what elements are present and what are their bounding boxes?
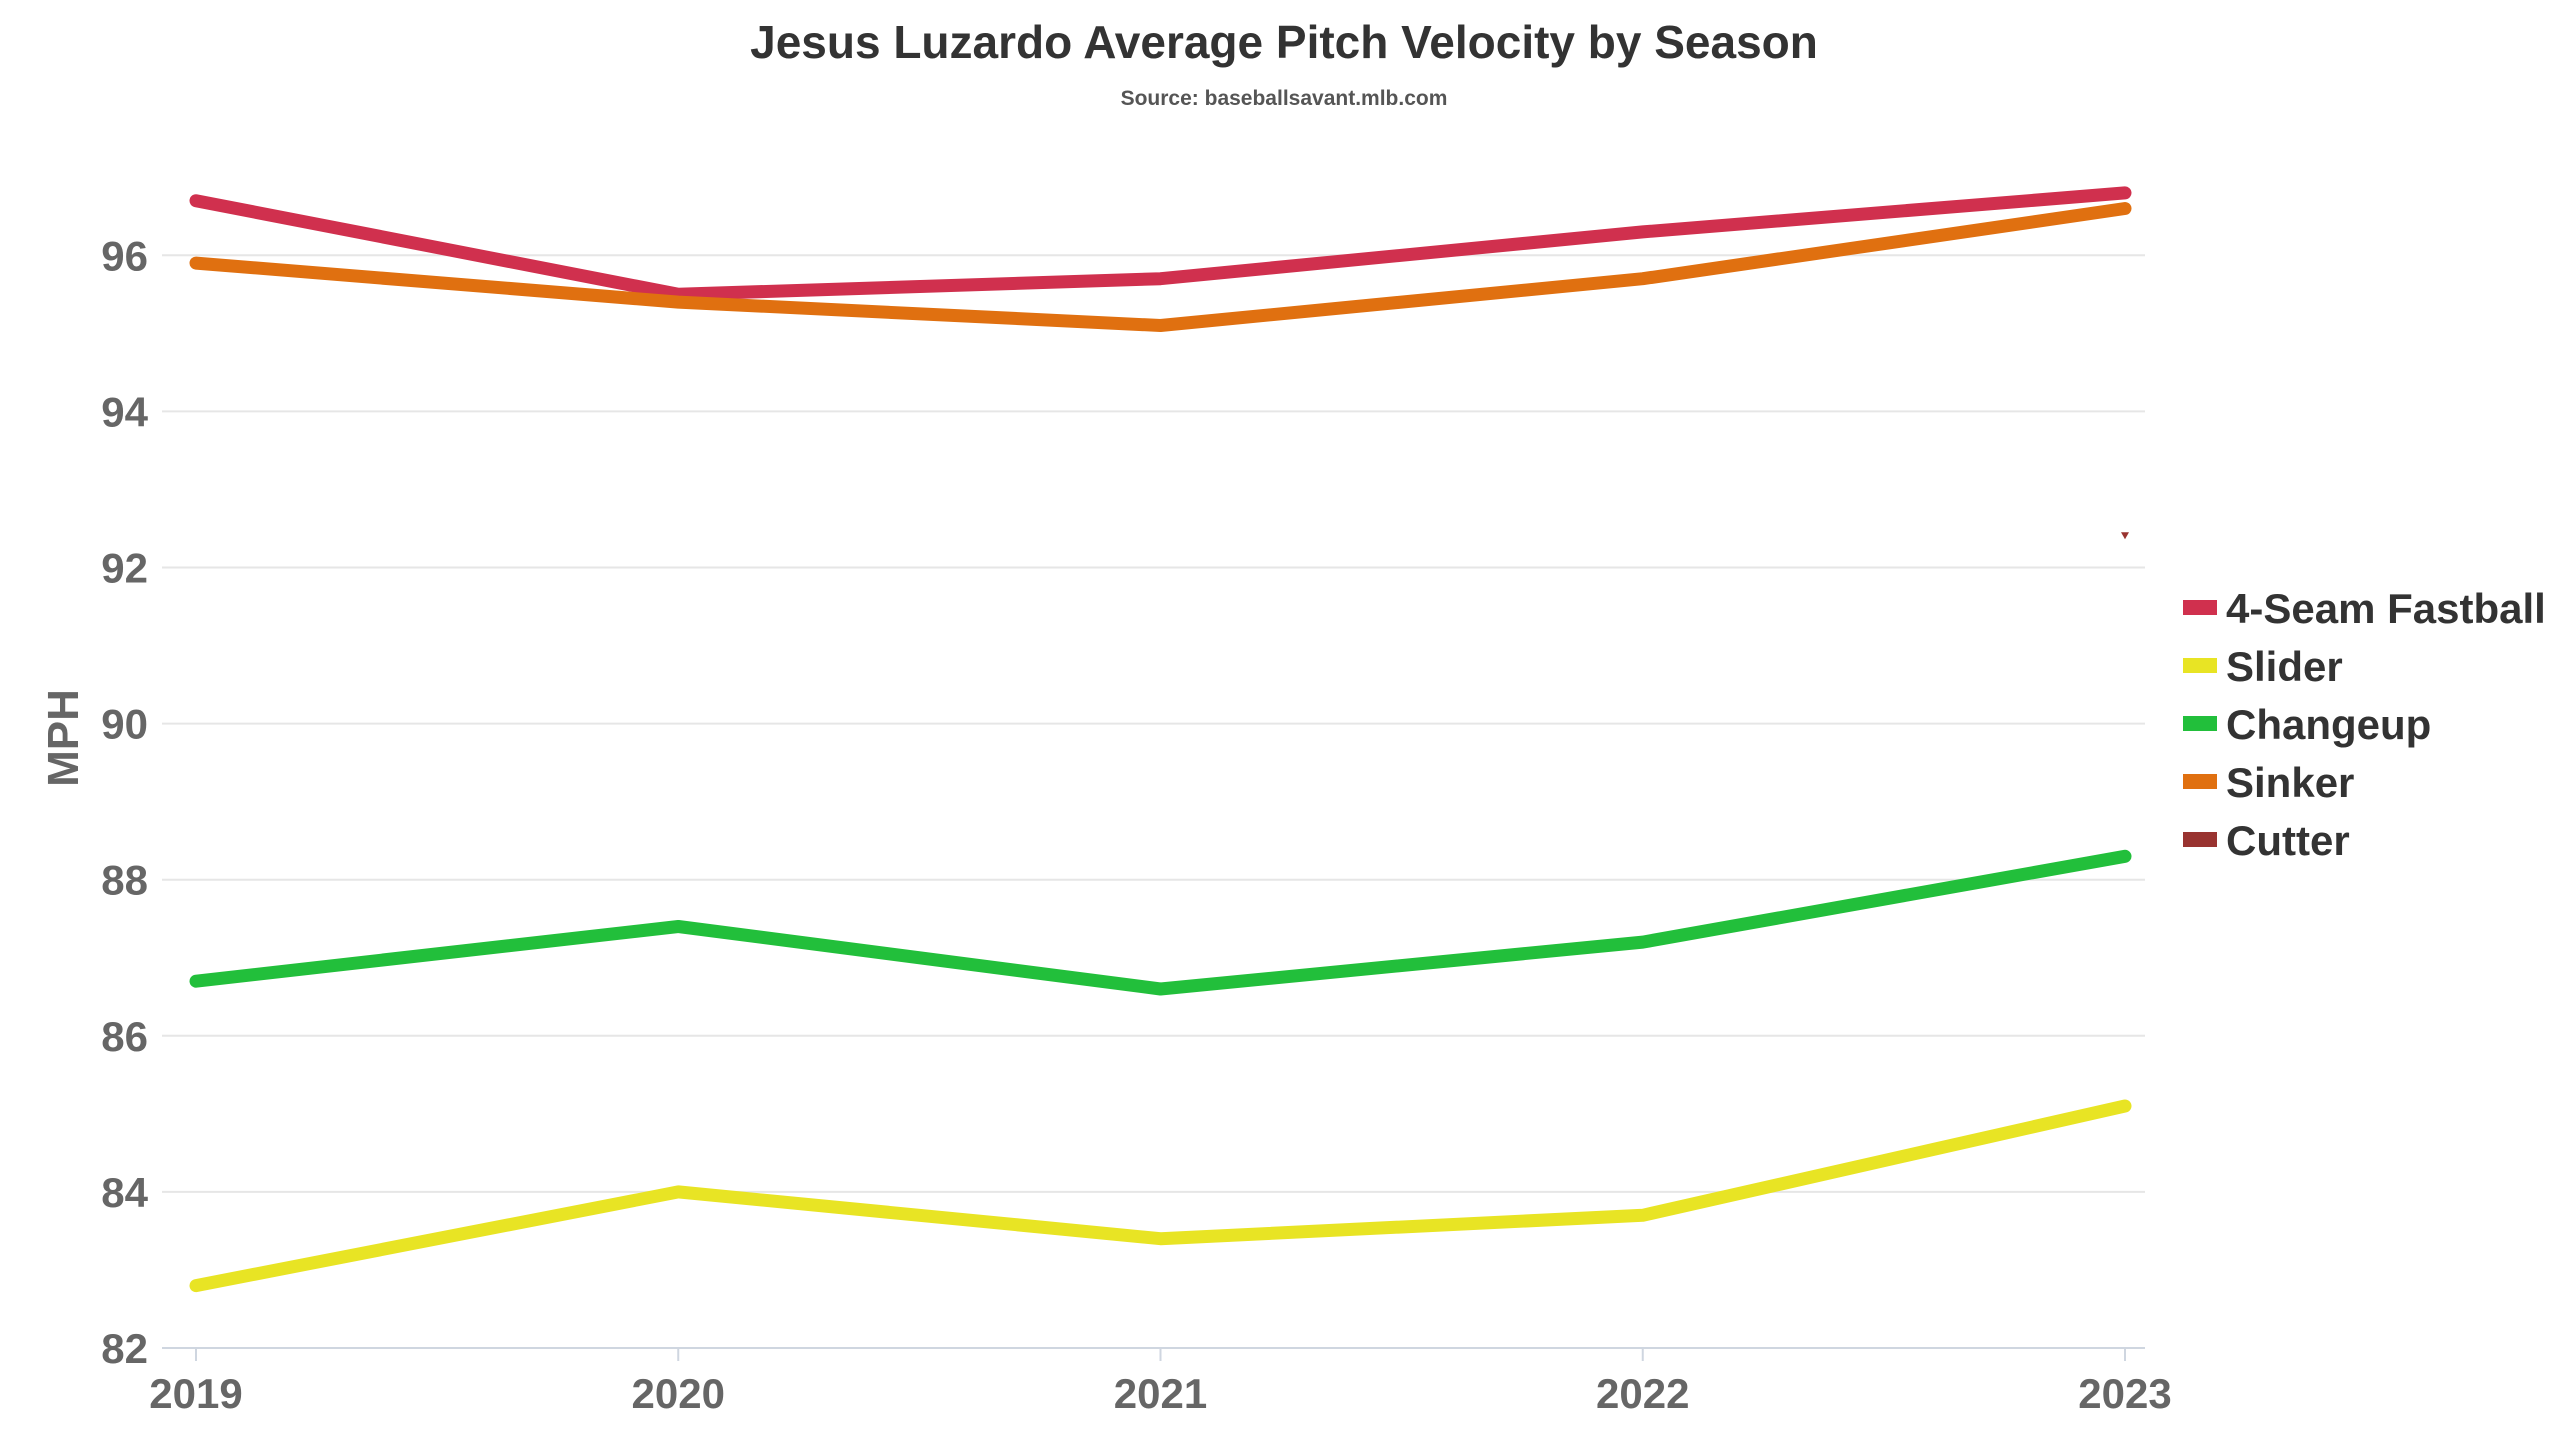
y-tick-label: 94 [101,388,148,435]
y-axis-label: MPH [39,689,88,787]
legend-swatch-sinker [2183,774,2217,789]
x-tick-label: 2022 [1596,1370,1689,1417]
y-tick-label: 92 [101,545,148,592]
x-tick-label: 2019 [149,1370,242,1417]
legend-swatch-changeup [2183,716,2217,731]
legend-swatch-cutter [2183,832,2217,847]
y-tick-label: 90 [101,701,148,748]
series-line-changeup [189,849,2132,996]
gridlines [162,254,2145,1193]
legend-label-changeup: Changeup [2226,701,2431,748]
legend-label-4-seam-fastball: 4-Seam Fastball [2226,585,2546,632]
x-tick-label: 2020 [632,1370,725,1417]
y-tick-label: 82 [101,1325,148,1372]
chart-subtitle: Source: baseballsavant.mlb.com [1121,87,1448,110]
legend-swatch-slider [2183,658,2217,673]
x-tick-label: 2021 [1114,1370,1207,1417]
y-tick-label: 86 [101,1013,148,1060]
y-tick-label: 96 [101,232,148,279]
series-lines [189,186,2132,1293]
x-tick-label: 2023 [2078,1370,2171,1417]
series-line-4-seam-fastball [189,186,2132,301]
x-axis-ticks: 2019 2020 2021 2022 2023 [149,1348,2172,1417]
legend-label-cutter: Cutter [2226,817,2350,864]
legend-swatch-4-seam-fastball [2183,600,2217,615]
chart-title: Jesus Luzardo Average Pitch Velocity by … [750,16,1818,68]
legend-label-slider: Slider [2226,643,2343,690]
y-tick-label: 88 [101,857,148,904]
series-line-sinker [189,202,2132,332]
series-line-slider [189,1099,2132,1293]
y-axis-ticks: 82 84 86 88 90 92 94 96 [101,232,148,1372]
series-point-cutter [2121,532,2129,540]
legend: 4-Seam Fastball Slider Changeup Sinker Cutte… [2183,585,2546,864]
y-tick-label: 84 [101,1169,148,1216]
legend-label-sinker: Sinker [2226,759,2354,806]
